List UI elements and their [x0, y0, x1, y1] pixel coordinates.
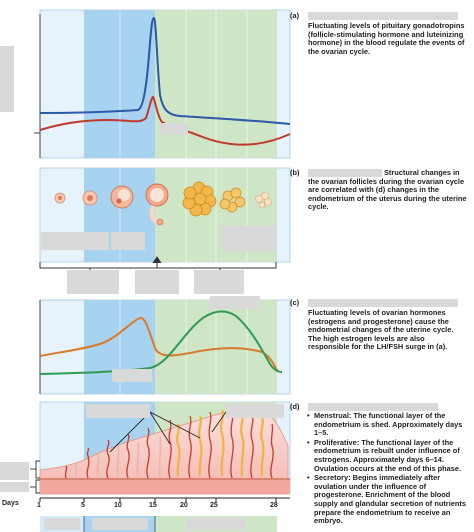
day-tick-28: 28: [270, 502, 278, 509]
caption-b-mask: [308, 169, 382, 177]
label-mask-d3: [0, 462, 29, 480]
functional-layer-bracket: [35, 460, 40, 479]
leader-lines: [109, 411, 227, 453]
regressing-corpus-luteum: [219, 187, 246, 213]
phase-label-mask-1: [44, 518, 80, 530]
caption-c-tag: (c): [290, 298, 300, 307]
label-mask-b5: [135, 270, 179, 294]
days-axis: [39, 497, 290, 532]
spiral-arteries: [64, 409, 274, 479]
panel-a-gonadotropin-graph: [0, 9, 291, 159]
label-mask-b2: [111, 232, 145, 250]
phase-label-mask-3: [186, 518, 246, 530]
days-axis-title: Days: [2, 500, 19, 507]
caption-b-text: Structural changes in the ovarian follic…: [308, 168, 467, 212]
caption-a-tag: (a): [290, 11, 300, 20]
fsh-curve: [39, 16, 291, 125]
caption-b: (b) Structural changes in the ovarian fo…: [290, 168, 468, 212]
caption-c-mask: [308, 299, 458, 307]
secondary-follicle: [110, 185, 134, 209]
endometrium-basal-layer: [40, 480, 290, 494]
corpus-albicans: [255, 192, 272, 209]
caption-a-mask: [308, 12, 458, 20]
primordial-follicle: [54, 192, 66, 204]
caption-c-text: Fluctuating levels of ovarian hormones (…: [308, 308, 454, 352]
panel-d-endometrium-graph: [0, 401, 291, 495]
y-label-mask-a: [0, 46, 14, 112]
corpus-luteum: [182, 181, 217, 217]
ovulation-arrow: [152, 256, 162, 268]
proliferative-phase-item: Proliferative: The functional layer of t…: [307, 438, 468, 473]
panel-c-ovarian-hormone-graph: [39, 296, 291, 395]
primary-follicle: [82, 190, 98, 206]
day-tick-5: 5: [81, 502, 85, 509]
panel-a-proliferative-band: [84, 10, 155, 158]
label-mask-c2: [210, 296, 260, 309]
label-mask-b3: [222, 226, 276, 252]
panel-b-follicle-graph: [39, 167, 291, 294]
day-tick-25: 25: [210, 502, 218, 509]
label-mask-d2: [226, 404, 284, 418]
caption-a: (a) Fluctuating levels of pituitary gona…: [290, 11, 468, 56]
uterine-phase-list: Menstrual: The functional layer of the e…: [292, 403, 468, 526]
basal-layer-bracket: [35, 479, 40, 494]
label-mask-c1: [112, 369, 152, 382]
label-mask-a: [160, 123, 188, 135]
label-mask-b4: [67, 270, 119, 294]
day-tick-10: 10: [114, 502, 122, 509]
day-tick-20: 20: [180, 502, 188, 509]
caption-a-text: Fluctuating levels of pituitary gonadotr…: [308, 21, 465, 56]
estrogen-curve: [39, 316, 279, 373]
label-mask-d1: [86, 404, 150, 418]
phase-label-mask-2: [92, 518, 148, 530]
caption-c: (c) Fluctuating levels of ovarian hormon…: [290, 298, 468, 352]
caption-b-tag: (b): [290, 168, 300, 177]
day-tick-1: 1: [37, 502, 41, 509]
phase-bracket: [39, 262, 277, 269]
ovulating-follicle: [145, 183, 169, 226]
caption-d-tag: (d): [290, 402, 300, 411]
lh-curve: [39, 95, 291, 146]
day-tick-15: 15: [149, 502, 157, 509]
caption-d-mask: [308, 403, 438, 411]
endometrium-functional-layer: [39, 409, 289, 495]
label-mask-b6: [194, 270, 244, 294]
label-mask-b1: [41, 232, 109, 250]
label-mask-d4: [0, 482, 29, 492]
secretory-phase-item: Secretory: Begins immediately after ovul…: [307, 473, 468, 526]
caption-d: (d) Menstrual: The functional layer of t…: [290, 402, 468, 527]
menstrual-phase-item: Menstrual: The functional layer of the e…: [307, 411, 468, 438]
